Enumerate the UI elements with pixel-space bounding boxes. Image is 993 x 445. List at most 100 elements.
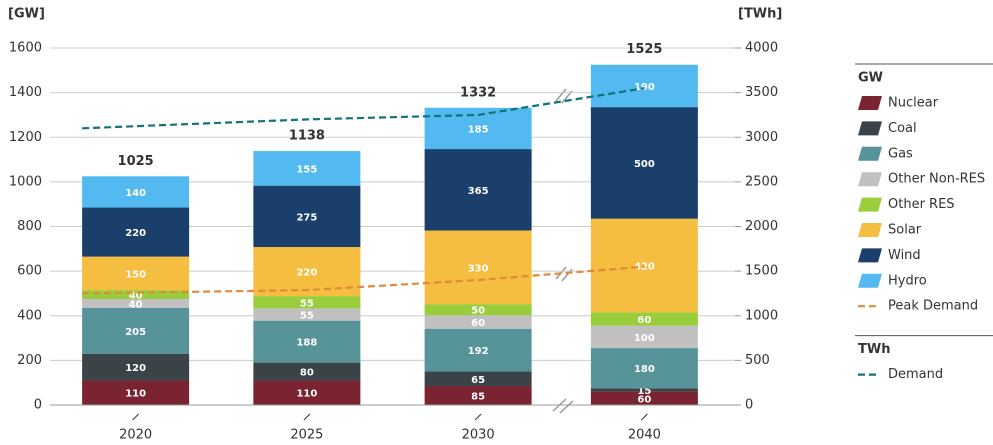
y2-tick-label: 0	[745, 398, 753, 413]
data-label: 180	[634, 364, 655, 375]
data-label: 365	[468, 186, 489, 197]
bar-segment	[82, 380, 190, 405]
bar-segment	[82, 307, 190, 354]
bar-segment	[590, 312, 698, 326]
y-tick-label: 1600	[9, 41, 42, 56]
line-series	[82, 87, 645, 130]
bar-segment	[253, 151, 361, 186]
data-label: 55	[300, 311, 314, 322]
bar-segment	[82, 353, 190, 381]
y2-axis-label: [TWh]	[738, 7, 782, 22]
y-tick-label: 600	[17, 264, 42, 279]
x-tick-label: 2025	[290, 428, 323, 443]
y2-tick-label: 2500	[745, 174, 778, 189]
legend-label: Other Non-RES	[888, 172, 985, 187]
data-label: 110	[125, 389, 146, 400]
data-label: 140	[125, 188, 146, 199]
data-label: 55	[300, 298, 314, 309]
bar-segment	[590, 325, 698, 349]
bar-segment	[424, 328, 532, 372]
y2-tick-label: 2000	[745, 219, 778, 234]
bar-segment	[82, 290, 190, 300]
bar-segment	[424, 304, 532, 316]
legend-swatch	[858, 223, 882, 237]
data-label: 50	[471, 306, 485, 317]
data-label: 192	[468, 346, 489, 357]
legend-swatch	[858, 248, 882, 263]
bar-segment	[82, 299, 190, 308]
bar-segment	[590, 107, 698, 219]
y-tick-label: 1400	[9, 85, 42, 100]
legend-label: Wind	[888, 248, 921, 263]
bar-segment	[253, 362, 361, 381]
bar-segment	[424, 371, 532, 387]
data-label: 110	[296, 389, 317, 400]
legend-swatch	[858, 172, 882, 187]
bar-segment	[253, 380, 361, 405]
y-tick-label: 1200	[9, 130, 42, 145]
bar-segment	[82, 256, 190, 291]
legend-label: Demand	[888, 367, 943, 382]
x-tick	[303, 413, 311, 421]
bar-segment	[424, 230, 532, 305]
legend-label: Coal	[888, 121, 917, 136]
data-label: 205	[125, 327, 146, 338]
y-tick-label: 200	[17, 353, 42, 368]
x-tick	[132, 413, 139, 421]
data-label: 15	[637, 386, 651, 397]
total-label: 1332	[460, 85, 496, 100]
y-tick-label: 400	[17, 308, 42, 323]
data-label: 60	[471, 318, 485, 329]
bar-segment	[82, 176, 190, 208]
total-label: 1025	[118, 154, 154, 169]
bar-segment	[590, 64, 698, 108]
total-label: 1525	[626, 42, 662, 57]
bar-segment	[590, 391, 698, 405]
data-label: 330	[468, 263, 489, 274]
data-label: 220	[296, 268, 317, 279]
bar-segment	[253, 185, 361, 248]
x-tick-label: 2030	[462, 428, 495, 443]
y-axis-label: [GW]	[8, 7, 45, 22]
legend-label: Hydro	[888, 273, 927, 288]
data-label: 65	[471, 375, 485, 386]
data-label: 40	[129, 291, 143, 302]
y2-tick-label: 1500	[745, 264, 778, 279]
bar-segment	[590, 388, 698, 392]
bar-segment	[424, 315, 532, 329]
data-label: 500	[634, 159, 655, 170]
data-label: 60	[637, 394, 651, 405]
bar-segment	[253, 296, 361, 309]
bar-segment	[82, 207, 190, 257]
legend-label: Solar	[888, 223, 922, 238]
y2-tick-label: 500	[745, 353, 770, 368]
bar-segment	[424, 386, 532, 405]
bar-segment	[253, 247, 361, 297]
legend-label: Gas	[888, 146, 913, 161]
y2-tick-label: 4000	[745, 41, 778, 56]
data-label: 60	[637, 315, 651, 326]
legend-swatch	[858, 273, 882, 288]
data-label: 188	[296, 338, 317, 349]
legend-swatch	[858, 96, 882, 110]
data-label: 220	[125, 228, 146, 239]
bar-segment	[424, 149, 532, 231]
legend-label: Other RES	[888, 197, 955, 212]
x-tick	[474, 413, 482, 421]
data-label: 275	[296, 212, 317, 223]
legend-swatch	[858, 121, 882, 136]
legend-heading: TWh	[858, 342, 890, 357]
data-label: 85	[471, 392, 485, 403]
x-tick-label: 2020	[119, 428, 152, 443]
y-tick-label: 1000	[9, 174, 42, 189]
bar-segment	[590, 348, 698, 389]
bar-segment	[253, 308, 361, 321]
x-tick-label: 2040	[628, 428, 661, 443]
legend-label: Nuclear	[888, 96, 939, 111]
y2-tick-label: 1000	[745, 308, 778, 323]
data-label: 150	[125, 269, 146, 280]
data-label: 155	[296, 164, 317, 175]
y2-tick-label: 3000	[745, 130, 778, 145]
bar-segment	[253, 320, 361, 363]
